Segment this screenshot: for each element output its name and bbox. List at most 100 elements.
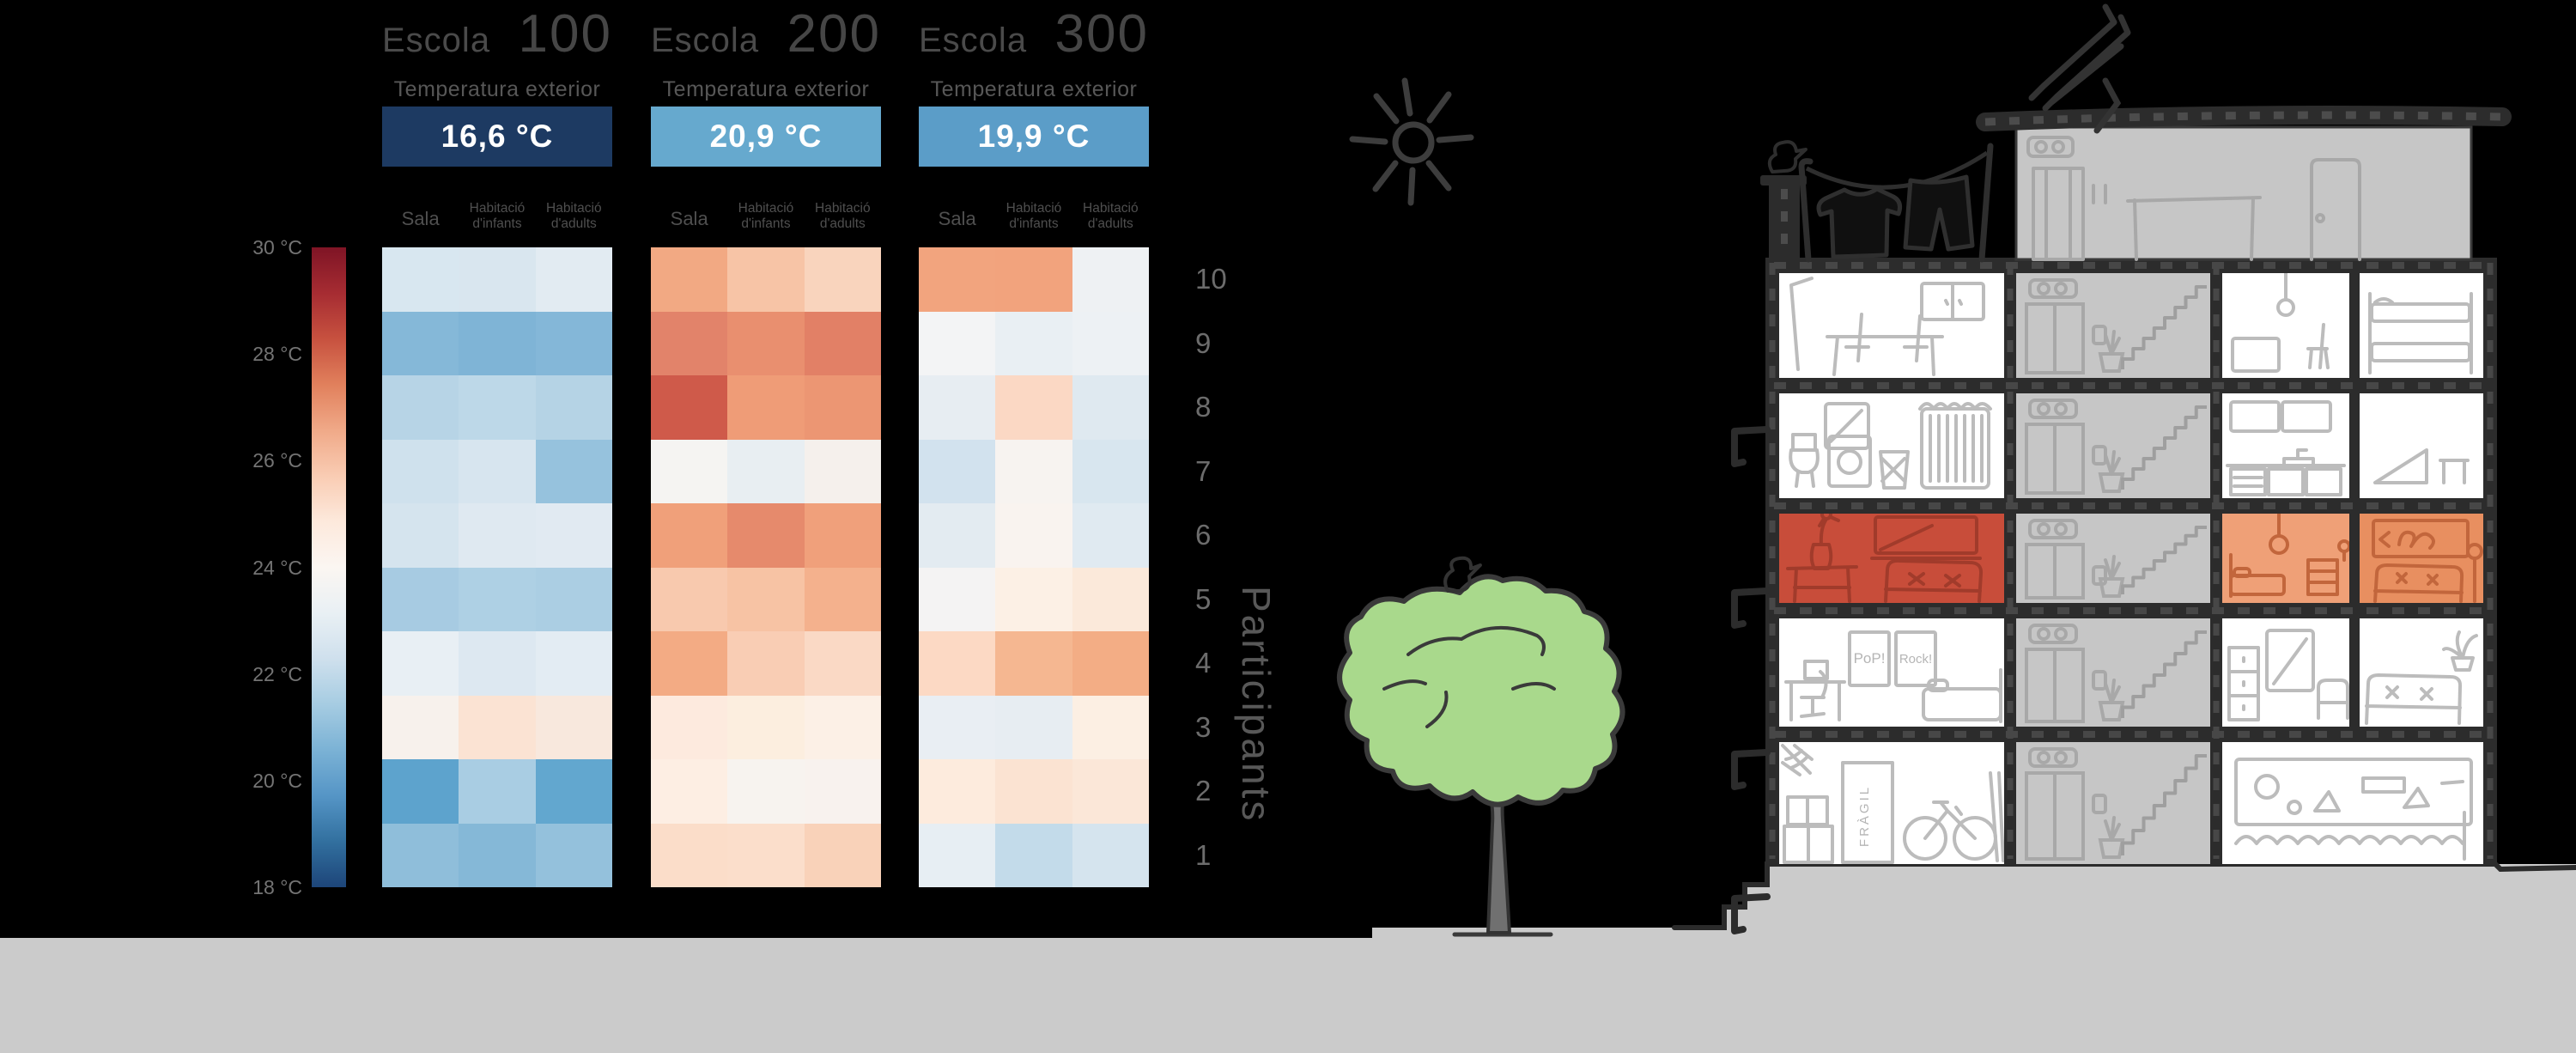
sideboard [2231, 337, 2281, 373]
intercom-circle [2037, 627, 2050, 641]
clothesline-posts [1798, 143, 1994, 263]
armchair [2272, 637, 2349, 720]
heatmap-cell [651, 439, 728, 503]
exterior-temp-label: Temperatura exterior [662, 77, 870, 101]
plant-icon [2098, 816, 2125, 859]
hatch-overlays [1769, 262, 2494, 859]
washing-machine [1827, 435, 1872, 488]
intercom-circle [2054, 751, 2068, 764]
intercom-plate-icon [2028, 278, 2078, 299]
participants-axis-title: Participants [1234, 586, 1279, 824]
heatmap-cell [382, 759, 459, 824]
radiator [1920, 407, 1990, 490]
intercom-plate-icon [2028, 747, 2078, 768]
heatmap-cell [1072, 439, 1149, 503]
bunk-bottom [2370, 342, 2471, 362]
heatmap-cell [995, 247, 1072, 312]
heatmap-cell [727, 375, 805, 440]
ground-surface [0, 864, 2576, 1053]
furniture-dining [1789, 277, 1944, 376]
heatmap-cell [651, 247, 728, 312]
panel-dot [2287, 800, 2302, 815]
wall-brackets [1731, 426, 1771, 934]
school-title-number: 100 [518, 4, 612, 64]
room-column-headers: Sala Habitació d'infants Habitació d'adu… [651, 182, 881, 232]
heatmap-cell [804, 247, 881, 312]
heatmap-cell [651, 503, 728, 568]
heatmap-cell [1072, 311, 1149, 375]
heatmap-cell [1072, 375, 1149, 440]
exterior-temp-label: Temperatura exterior [393, 77, 601, 101]
school-title-prefix: Escola [919, 21, 1028, 59]
heatmap-cell [382, 311, 459, 375]
heatmap-cell [995, 439, 1072, 503]
heatmap-cell [919, 823, 996, 887]
bunk-top [2370, 302, 2471, 323]
heatmap-cell [919, 439, 996, 503]
colorbar-tick-label: 24 °C [252, 556, 302, 579]
heatmap-cell [804, 311, 881, 375]
heatmap-cell [459, 247, 536, 312]
floor-slab [1767, 498, 2497, 514]
heatmap-cell [459, 311, 536, 375]
heatmap-cell [535, 695, 612, 759]
heatmap-cell [535, 823, 612, 887]
pendant-lamp-icon [2276, 298, 2295, 317]
heatmap-cell [535, 567, 612, 631]
heatmap-grid-escola-100 [382, 247, 612, 887]
hedge [2234, 811, 2466, 861]
room-column-headers: Sala Habitació d'infants Habitació d'adu… [382, 182, 612, 232]
room-kids-bedroom [1779, 618, 2004, 727]
ground-edge-line [1672, 861, 2576, 930]
heatmap-cell [727, 631, 805, 696]
stairs-icon [2121, 285, 2207, 369]
outer-wall-right [2483, 258, 2497, 864]
heatmap-cell [651, 375, 728, 440]
intercom-plate-icon [2028, 624, 2078, 644]
heatmap-cell [459, 503, 536, 568]
stairs-icon [2121, 405, 2207, 490]
tree-illustration [1337, 556, 1625, 934]
heatmap-cell [804, 503, 881, 568]
spider-web [1781, 744, 1814, 776]
participant-number-label: 1 [1195, 838, 1212, 871]
heatmap-cell [1072, 247, 1149, 312]
heatmap-cell [919, 631, 996, 696]
bike-frame-skis [1923, 771, 2005, 862]
exterior-temp-badge: 19,9 °C [919, 107, 1149, 167]
intercom-circle [2054, 282, 2068, 295]
outlet-icon [2092, 565, 2107, 586]
sofa-xx [2365, 673, 2463, 725]
col-header-sala: Sala [670, 208, 708, 229]
school-title: Escola 300 [919, 3, 1149, 64]
heatmap-cell [804, 631, 881, 696]
heatmap-cell [382, 823, 459, 887]
col-header-infants: Habitació d'infants [1005, 201, 1062, 232]
heatmap-cell [919, 311, 996, 375]
heatmap-cell [459, 759, 536, 824]
heatmap-cell [727, 759, 805, 824]
washer-door [1837, 449, 1862, 475]
school-title-number: 300 [1054, 4, 1149, 64]
participant-number-label: 7 [1195, 454, 1212, 487]
heatmap-cell [382, 503, 459, 568]
poster-pop-text: PoP! [1854, 650, 1886, 666]
heatmap-cell [459, 567, 536, 631]
ground [0, 861, 2576, 1053]
kids-desk-chair [1784, 660, 1846, 721]
fragile-box-text: FRÀGIL [1857, 785, 1872, 847]
heatmap-cell [382, 247, 459, 312]
furniture-orange-rooms [2229, 512, 2483, 603]
kitchen-upper-cabinet-2 [2281, 400, 2332, 433]
intercom-circle [2054, 627, 2068, 641]
garage-panel [2234, 758, 2473, 826]
heatmap-cell [382, 631, 459, 696]
heatmap-cell [727, 503, 805, 568]
heatmap-cell [651, 567, 728, 631]
heatmap-cell [535, 631, 612, 696]
heatmap-cell [727, 823, 805, 887]
heatmap-cell [727, 311, 805, 375]
outer-wall-left [1765, 258, 1779, 864]
school-panel-escola-100: Escola 100 Temperatura exterior 16,6 °C … [382, 0, 612, 893]
col-header-adults: Habitació d'adults [1083, 201, 1139, 232]
